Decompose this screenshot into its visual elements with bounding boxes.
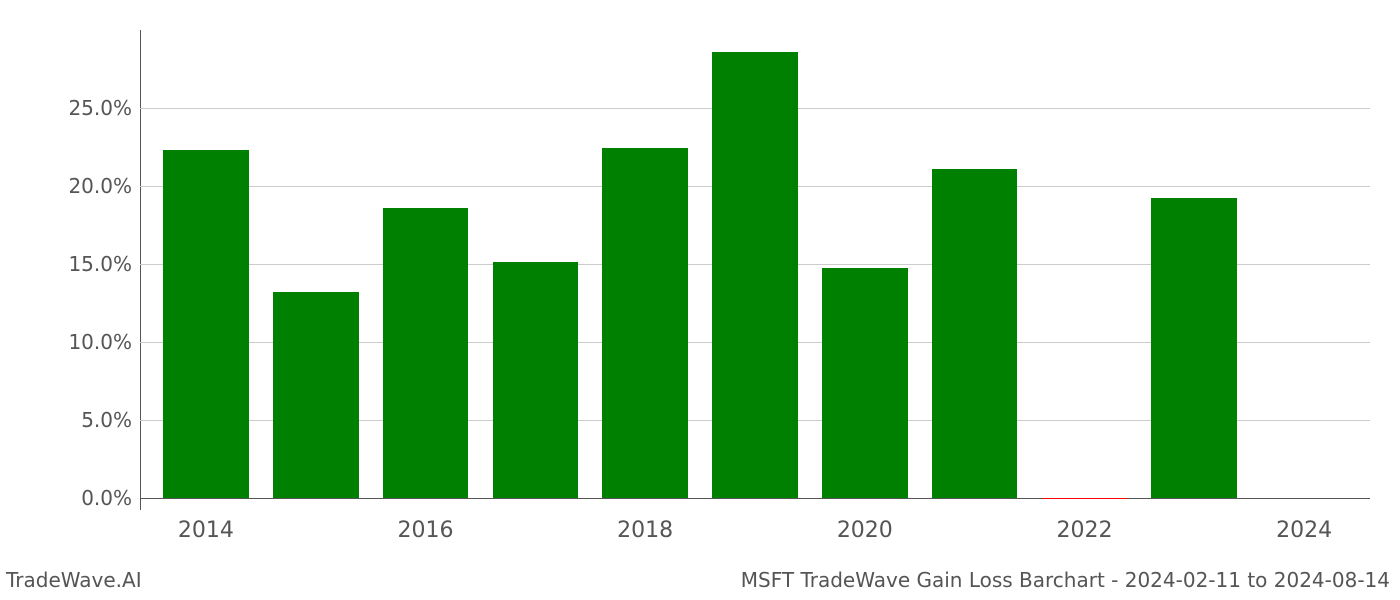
bar bbox=[163, 150, 249, 498]
footer-right: MSFT TradeWave Gain Loss Barchart - 2024… bbox=[741, 568, 1390, 592]
bar bbox=[602, 148, 688, 497]
x-tick-label: 2024 bbox=[1276, 518, 1332, 543]
x-tick-label: 2020 bbox=[837, 518, 893, 543]
footer-left: TradeWave.AI bbox=[6, 568, 142, 592]
bar bbox=[1042, 498, 1128, 500]
chart-container: TradeWave.AI MSFT TradeWave Gain Loss Ba… bbox=[0, 0, 1400, 600]
bar bbox=[712, 52, 798, 498]
y-tick-label: 5.0% bbox=[12, 408, 132, 432]
y-tick-label: 10.0% bbox=[12, 330, 132, 354]
y-tick-label: 15.0% bbox=[12, 252, 132, 276]
bar bbox=[1151, 198, 1237, 497]
bar bbox=[273, 292, 359, 498]
y-tick-label: 20.0% bbox=[12, 174, 132, 198]
x-tick-label: 2022 bbox=[1056, 518, 1112, 543]
bar bbox=[493, 262, 579, 497]
y-tick-label: 25.0% bbox=[12, 96, 132, 120]
bar bbox=[932, 169, 1018, 498]
plot-area bbox=[140, 30, 1370, 510]
baseline bbox=[140, 498, 1370, 499]
x-tick-label: 2016 bbox=[398, 518, 454, 543]
y-tick-label: 0.0% bbox=[12, 486, 132, 510]
x-tick-label: 2018 bbox=[617, 518, 673, 543]
bar bbox=[822, 268, 908, 497]
x-tick-label: 2014 bbox=[178, 518, 234, 543]
bar bbox=[383, 208, 469, 498]
